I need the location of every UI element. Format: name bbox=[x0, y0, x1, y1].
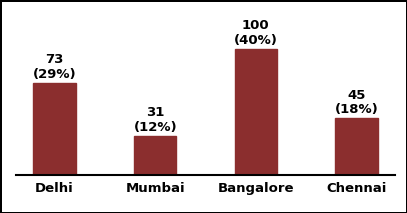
Text: 45
(18%): 45 (18%) bbox=[335, 89, 379, 116]
Bar bbox=[235, 49, 277, 175]
Text: 100
(40%): 100 (40%) bbox=[234, 19, 278, 47]
Bar bbox=[335, 118, 378, 175]
Bar bbox=[134, 135, 176, 175]
Text: 73
(29%): 73 (29%) bbox=[33, 53, 77, 81]
Text: 31
(12%): 31 (12%) bbox=[133, 106, 177, 134]
Bar bbox=[33, 83, 76, 175]
